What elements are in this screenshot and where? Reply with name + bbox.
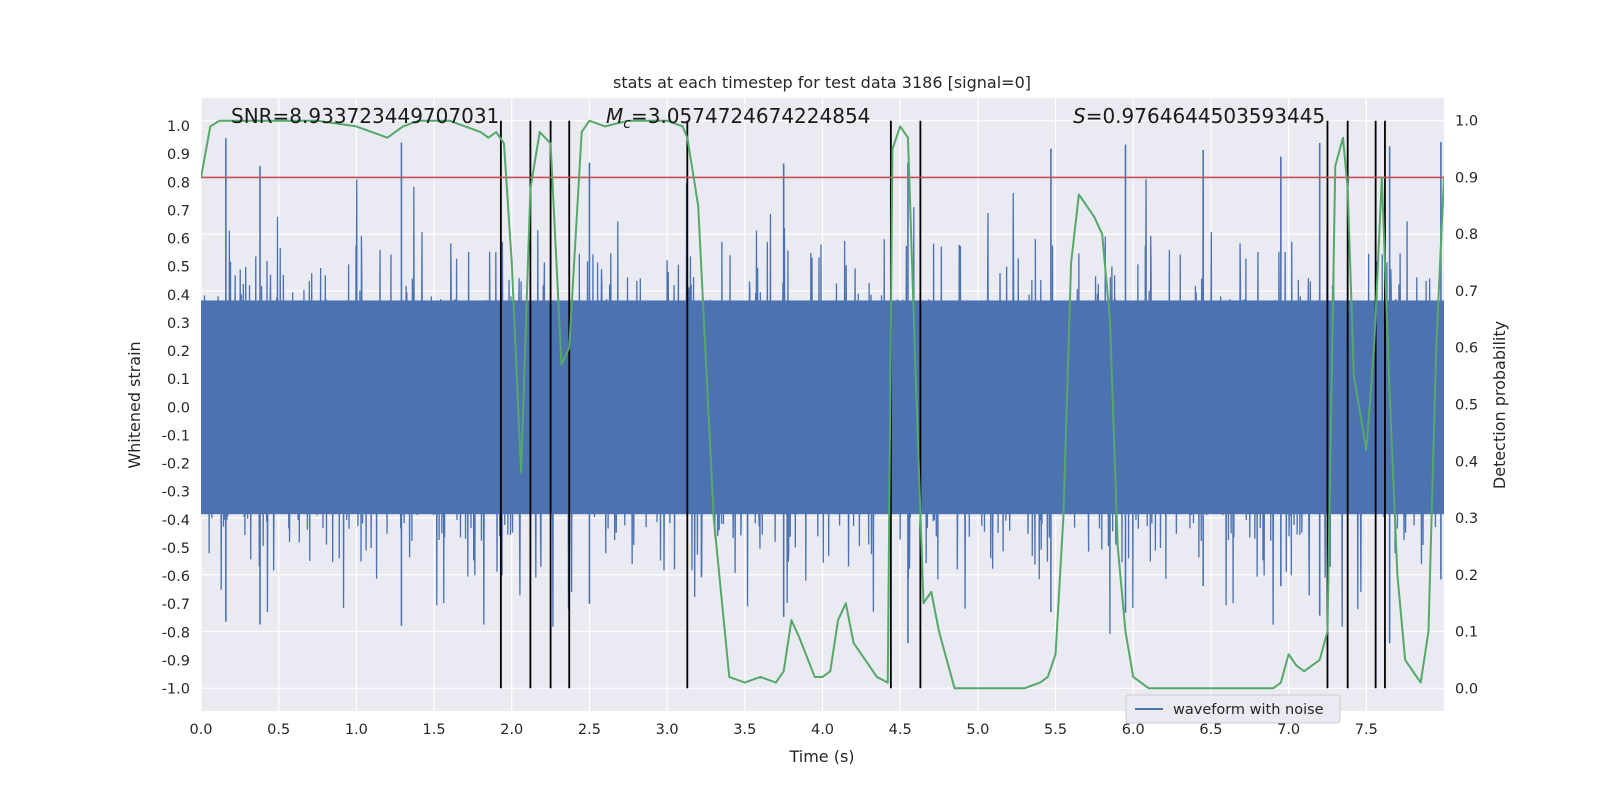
x-tick-label: 4.5 bbox=[889, 722, 912, 738]
y-left-tick-label: 0.5 bbox=[167, 260, 190, 276]
x-tick-label: 0.0 bbox=[189, 722, 212, 738]
mc-subscript: c bbox=[623, 116, 631, 132]
mc-value: =3.0574724674224854 bbox=[631, 104, 870, 128]
y-left-tick-label: 0.8 bbox=[167, 175, 190, 191]
y-left-tick-label: 0.3 bbox=[167, 316, 190, 332]
x-tick-label: 3.0 bbox=[656, 722, 679, 738]
y-left-tick-label: -0.7 bbox=[162, 597, 190, 613]
probability-line bbox=[201, 119, 1444, 690]
x-tick-label: 5.5 bbox=[1044, 722, 1067, 738]
x-tick-label: 6.5 bbox=[1199, 722, 1222, 738]
y-left-tick-label: -1.0 bbox=[162, 682, 190, 698]
x-tick-label: 5.0 bbox=[966, 722, 989, 738]
y-left-axis-ticks: -1.0 -0.9 -0.8 -0.7 -0.6 -0.5 -0.4 -0.3 -0.2 -0.1… bbox=[162, 119, 190, 697]
chart-title: stats at each timestep for test data 318… bbox=[613, 73, 1031, 92]
y-left-tick-label: 0.2 bbox=[167, 344, 190, 360]
x-tick-label: 7.0 bbox=[1277, 722, 1300, 738]
y-right-axis-label: Detection probability bbox=[1490, 321, 1509, 489]
x-tick-label: 7.5 bbox=[1355, 722, 1378, 738]
y-left-tick-label: -0.3 bbox=[162, 485, 190, 501]
s-value: =0.9764644503593445 bbox=[1086, 104, 1325, 128]
x-tick-label: 2.5 bbox=[578, 722, 601, 738]
y-left-tick-label: -0.2 bbox=[162, 457, 190, 473]
waveform-series bbox=[201, 138, 1444, 644]
y-right-tick-label: 0.2 bbox=[1455, 568, 1478, 584]
x-tick-label: 3.5 bbox=[733, 722, 756, 738]
y-left-tick-label: -0.9 bbox=[162, 653, 190, 669]
mc-symbol: M bbox=[606, 104, 623, 128]
x-tick-label: 1.0 bbox=[345, 722, 368, 738]
y-left-tick-label: 0.6 bbox=[167, 232, 190, 248]
y-right-tick-label: 0.5 bbox=[1455, 398, 1478, 414]
legend-entry: waveform with noise bbox=[1173, 702, 1324, 718]
s-annotation: S=0.9764644503593445 bbox=[1073, 104, 1325, 128]
y-left-tick-label: 1.0 bbox=[167, 119, 190, 135]
y-right-tick-label: 0.0 bbox=[1455, 681, 1478, 697]
y-left-tick-label: 0.9 bbox=[167, 147, 190, 163]
y-left-axis-label: Whitened strain bbox=[125, 341, 144, 468]
y-right-tick-label: 0.7 bbox=[1455, 284, 1478, 300]
y-left-tick-label: -0.6 bbox=[162, 569, 190, 585]
y-right-tick-label: 0.3 bbox=[1455, 511, 1478, 527]
y-right-tick-label: 1.0 bbox=[1455, 114, 1478, 130]
legend-box bbox=[1125, 694, 1341, 724]
x-axis-label: Time (s) bbox=[788, 747, 854, 766]
y-right-tick-label: 0.9 bbox=[1455, 170, 1478, 186]
y-left-tick-label: 0.7 bbox=[167, 203, 190, 219]
y-right-tick-label: 0.6 bbox=[1455, 341, 1478, 357]
mc-annotation: Mc=3.0574724674224854 bbox=[606, 104, 870, 132]
x-tick-label: 6.0 bbox=[1122, 722, 1145, 738]
y-right-tick-label: 0.8 bbox=[1455, 227, 1478, 243]
y-left-tick-label: 0.1 bbox=[167, 372, 190, 388]
y-right-axis-ticks: 0.0 0.1 0.2 0.3 0.4 0.5 0.6 0.7 0.8 0.9 1.0 bbox=[1455, 114, 1478, 698]
s-symbol: S bbox=[1073, 104, 1086, 128]
probability-series bbox=[201, 119, 1444, 690]
x-tick-label: 1.5 bbox=[423, 722, 446, 738]
x-axis-ticks: 0.0 0.5 1.0 1.5 2.0 2.5 3.0 3.5 4.0 4.5 5.0 5.5 6.0 6… bbox=[189, 722, 1377, 738]
y-right-tick-label: 0.4 bbox=[1455, 454, 1478, 470]
y-right-tick-label: 0.1 bbox=[1455, 625, 1478, 641]
y-left-tick-label: -0.8 bbox=[162, 625, 190, 641]
legend: waveform with noise bbox=[1125, 694, 1341, 724]
y-left-tick-label: -0.4 bbox=[162, 513, 190, 529]
waveform-core bbox=[201, 300, 1444, 515]
y-left-tick-label: 0.0 bbox=[167, 400, 190, 416]
y-left-tick-label: -0.5 bbox=[162, 541, 190, 557]
x-tick-label: 2.0 bbox=[500, 722, 523, 738]
y-left-tick-label: -0.1 bbox=[162, 428, 190, 444]
y-left-tick-label: 0.4 bbox=[167, 288, 190, 304]
x-tick-label: 0.5 bbox=[267, 722, 290, 738]
snr-annotation: SNR=8.933723449707031 bbox=[231, 104, 499, 128]
x-tick-label: 4.0 bbox=[811, 722, 834, 738]
